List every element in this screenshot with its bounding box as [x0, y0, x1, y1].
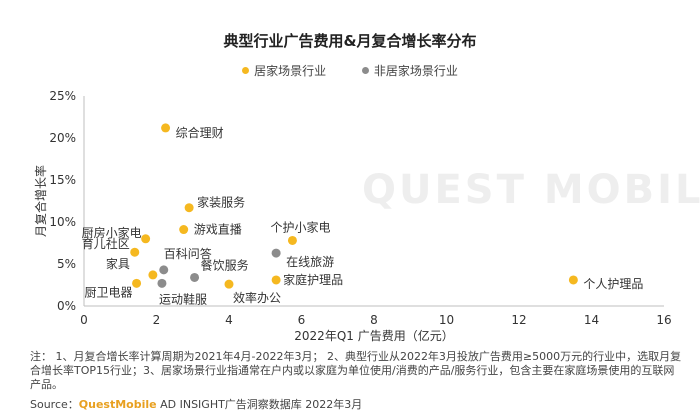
source-brand: QuestMobile — [78, 398, 157, 411]
data-point — [159, 265, 169, 275]
source-line: Source：QuestMobile AD INSIGHT广告洞察数据库 202… — [30, 396, 362, 412]
y-tick-label: 10% — [49, 215, 76, 229]
y-axis-title: 月复合增长率 — [33, 165, 48, 237]
point-label: 餐饮服务 — [201, 257, 249, 272]
point-label: 家庭护理品 — [283, 272, 343, 287]
point-label: 在线旅游 — [286, 255, 334, 269]
data-point — [157, 278, 167, 288]
data-point — [271, 275, 281, 285]
legend: 居家场景行业 非居家场景行业 — [0, 62, 700, 79]
legend-label-home: 居家场景行业 — [254, 64, 327, 78]
point-label: 游戏直播 — [194, 223, 242, 237]
point-label: 家装服务 — [197, 195, 245, 210]
point-label: 效率办公 — [233, 290, 281, 305]
x-tick-label: 10 — [439, 313, 454, 327]
x-axis-title: 2022年Q1 广告费用（亿元） — [294, 328, 453, 343]
data-point — [148, 270, 158, 280]
watermark: QUEST MOBILE — [362, 167, 700, 213]
y-tick-label: 0% — [57, 299, 76, 313]
scatter-chart: 0% 5% 10% 15% 20% 25% 0 2 4 6 8 10 12 14 16 2022年Q1 广告费… — [33, 89, 672, 343]
point-label: 运动鞋服 — [159, 291, 207, 306]
point-label: 育儿社区 — [82, 236, 130, 251]
source-prefix: Source： — [30, 398, 79, 411]
data-point — [179, 225, 189, 235]
data-point — [271, 248, 281, 258]
data-point — [224, 279, 234, 289]
legend-item-non-home: 非居家场景行业 — [361, 62, 458, 79]
point-label: 个人护理品 — [583, 277, 643, 291]
point-label: 综合理财 — [176, 125, 224, 140]
x-tick-label: 2 — [153, 313, 161, 327]
x-tick-label: 16 — [656, 313, 671, 327]
y-tick-label: 5% — [57, 257, 76, 271]
point-label: 个护小家电 — [270, 219, 330, 234]
data-point — [141, 234, 151, 244]
footnote: 注： 1、月复合增长率计算周期为2021年4月-2022年3月； 2、典型行业从… — [30, 350, 682, 391]
x-tick-label: 6 — [298, 313, 306, 327]
legend-dot-home — [242, 67, 250, 74]
data-point — [287, 235, 297, 245]
legend-label-non-home: 非居家场景行业 — [373, 64, 458, 78]
data-point — [568, 275, 578, 285]
point-label: 百科问答 — [164, 246, 212, 261]
x-tick-label: 8 — [370, 313, 378, 327]
legend-item-home: 居家场景行业 — [242, 62, 326, 79]
x-tick-label: 12 — [511, 313, 526, 327]
data-point — [190, 272, 200, 282]
y-tick-label: 20% — [49, 131, 76, 145]
point-label: 厨卫电器 — [85, 285, 133, 299]
point-label: 家具 — [106, 256, 130, 271]
data-point — [132, 278, 142, 288]
x-tick-label: 0 — [80, 313, 88, 327]
x-tick-label: 14 — [584, 313, 599, 327]
chart-title: 典型行业广告费用&月复合增长率分布 — [223, 32, 477, 50]
point-label: 厨房小家电 — [82, 225, 142, 240]
x-tick-label: 4 — [225, 313, 233, 327]
data-point — [161, 123, 171, 133]
legend-dot-non-home — [361, 67, 369, 74]
data-point — [184, 203, 194, 213]
source-suffix: AD INSIGHT广告洞察数据库 2022年3月 — [156, 398, 363, 411]
y-tick-label: 15% — [49, 173, 76, 187]
data-point — [130, 247, 140, 257]
y-tick-label: 25% — [49, 89, 76, 103]
